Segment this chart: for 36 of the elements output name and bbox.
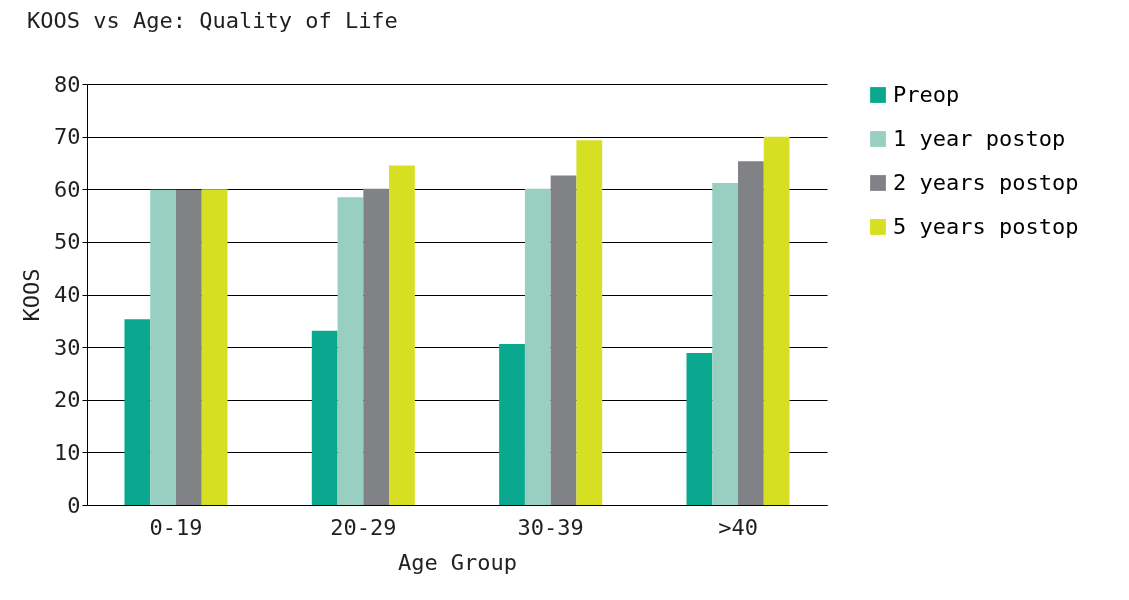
x-tick-label: 30-39: [517, 514, 584, 540]
bar: [576, 140, 603, 505]
y-tick-label: 50: [54, 229, 81, 255]
x-tick-label: 20-29: [330, 514, 397, 540]
bar: [389, 165, 415, 505]
y-axis-title: KOOS: [19, 268, 45, 322]
bar: [175, 189, 202, 505]
x-axis-title: Age Group: [397, 549, 518, 575]
y-tick-label: 40: [54, 282, 81, 307]
bar: [763, 136, 790, 505]
bar: [150, 189, 176, 505]
bar: [686, 352, 713, 505]
x-tick-label: >40: [718, 514, 758, 540]
bar: [524, 188, 551, 505]
legend-label: 1 year postop: [893, 126, 1066, 151]
legend-label: 5 years postop: [893, 214, 1079, 239]
bar: [738, 161, 764, 505]
y-tick-label: 70: [54, 124, 81, 150]
bar: [712, 182, 739, 505]
bar: [124, 319, 151, 505]
bar: [311, 330, 338, 505]
legend-label: Preop: [893, 82, 960, 107]
y-tick-label: 0: [67, 492, 81, 518]
y-tick-label: 60: [54, 176, 81, 202]
bar: [550, 175, 577, 505]
y-tick-label: 20: [54, 387, 81, 413]
y-tick-label: 80: [54, 71, 81, 97]
x-tick-label: 0-19: [149, 514, 203, 540]
bar: [201, 189, 228, 505]
bar: [363, 188, 390, 505]
bar: [337, 197, 364, 505]
bar: [499, 343, 525, 505]
y-tick-label: 10: [54, 439, 81, 465]
chart-title: KOOS vs Age: Quality of Life: [27, 8, 398, 33]
y-tick-label: 30: [54, 334, 81, 360]
legend-label: 2 years postop: [893, 170, 1079, 195]
